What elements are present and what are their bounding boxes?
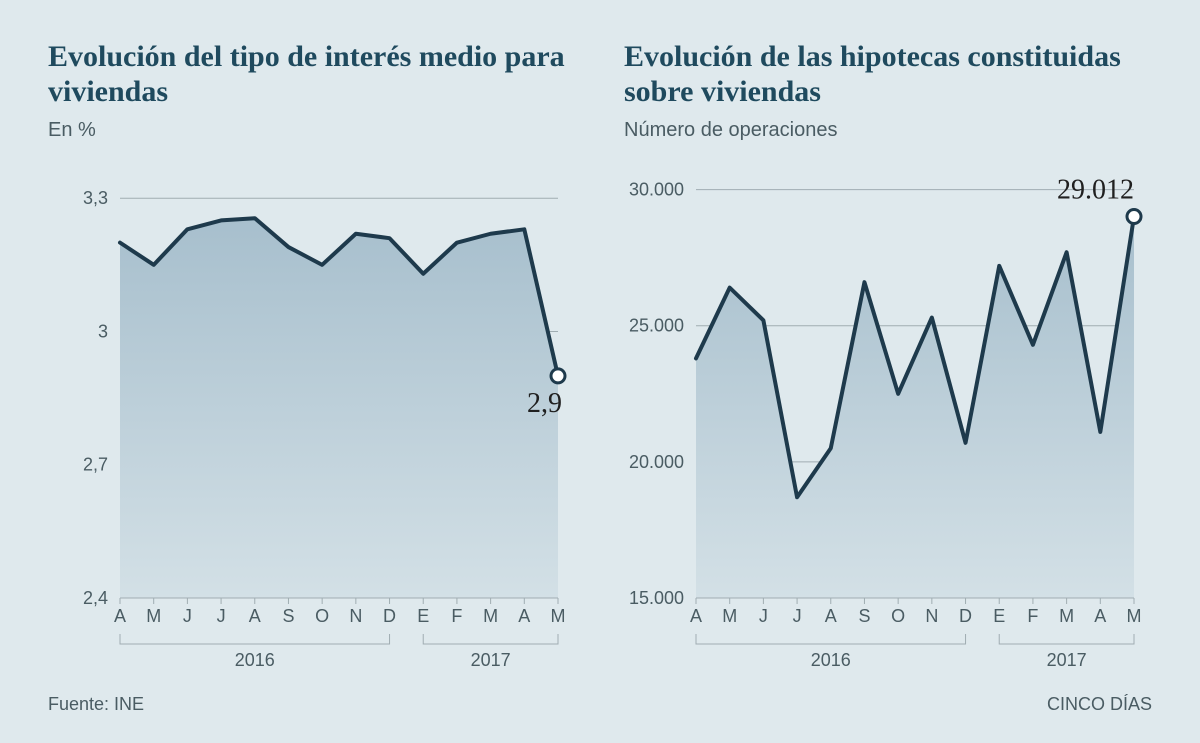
charts-row: Evolución del tipo de interés medio para… bbox=[48, 40, 1152, 676]
svg-text:A: A bbox=[825, 606, 837, 626]
svg-text:N: N bbox=[349, 606, 362, 626]
footer-source: Fuente: INE bbox=[48, 694, 144, 715]
svg-text:30.000: 30.000 bbox=[629, 180, 684, 200]
svg-text:2017: 2017 bbox=[1047, 650, 1087, 670]
svg-text:M: M bbox=[1127, 606, 1142, 626]
svg-text:A: A bbox=[690, 606, 702, 626]
svg-text:E: E bbox=[417, 606, 429, 626]
svg-text:J: J bbox=[793, 606, 802, 626]
footer-brand: CINCO DÍAS bbox=[1047, 694, 1152, 715]
svg-text:A: A bbox=[518, 606, 530, 626]
svg-text:2,7: 2,7 bbox=[83, 455, 108, 475]
svg-text:D: D bbox=[383, 606, 396, 626]
right-chart-title: Evolución de las hipotecas constituidas … bbox=[624, 40, 1152, 109]
svg-text:M: M bbox=[722, 606, 737, 626]
svg-text:J: J bbox=[217, 606, 226, 626]
right-chart-svg: 15.00020.00025.00030.000AMJJASONDEFMAM20… bbox=[624, 162, 1152, 676]
svg-text:29.012: 29.012 bbox=[1057, 175, 1134, 206]
svg-text:A: A bbox=[1094, 606, 1106, 626]
svg-text:25.000: 25.000 bbox=[629, 316, 684, 336]
svg-text:3: 3 bbox=[98, 321, 108, 341]
svg-text:F: F bbox=[451, 606, 462, 626]
svg-text:J: J bbox=[183, 606, 192, 626]
left-chart-panel: Evolución del tipo de interés medio para… bbox=[48, 40, 576, 676]
footer: Fuente: INE CINCO DÍAS bbox=[48, 694, 1152, 715]
left-chart-title: Evolución del tipo de interés medio para… bbox=[48, 40, 576, 109]
svg-text:N: N bbox=[925, 606, 938, 626]
svg-text:2016: 2016 bbox=[235, 650, 275, 670]
svg-text:S: S bbox=[282, 606, 294, 626]
svg-text:E: E bbox=[993, 606, 1005, 626]
svg-text:15.000: 15.000 bbox=[629, 588, 684, 608]
left-chart-svg: 2,42,733,3AMJJASONDEFMAM201620172,9 bbox=[48, 162, 576, 676]
right-chart-subtitle: Número de operaciones bbox=[624, 119, 1152, 142]
svg-text:M: M bbox=[551, 606, 566, 626]
svg-text:2016: 2016 bbox=[811, 650, 851, 670]
svg-text:J: J bbox=[759, 606, 768, 626]
svg-text:M: M bbox=[483, 606, 498, 626]
svg-text:F: F bbox=[1027, 606, 1038, 626]
svg-text:2,9: 2,9 bbox=[527, 388, 562, 419]
svg-text:O: O bbox=[315, 606, 329, 626]
svg-text:M: M bbox=[1059, 606, 1074, 626]
svg-text:3,3: 3,3 bbox=[83, 188, 108, 208]
svg-text:S: S bbox=[858, 606, 870, 626]
svg-text:D: D bbox=[959, 606, 972, 626]
right-plot: 15.00020.00025.00030.000AMJJASONDEFMAM20… bbox=[624, 162, 1152, 676]
right-chart-panel: Evolución de las hipotecas constituidas … bbox=[624, 40, 1152, 676]
svg-text:2,4: 2,4 bbox=[83, 588, 108, 608]
svg-text:A: A bbox=[114, 606, 126, 626]
svg-text:2017: 2017 bbox=[471, 650, 511, 670]
svg-text:O: O bbox=[891, 606, 905, 626]
left-chart-subtitle: En % bbox=[48, 119, 576, 142]
infographic-container: Evolución del tipo de interés medio para… bbox=[0, 0, 1200, 743]
svg-text:A: A bbox=[249, 606, 261, 626]
svg-text:M: M bbox=[146, 606, 161, 626]
left-plot: 2,42,733,3AMJJASONDEFMAM201620172,9 bbox=[48, 162, 576, 676]
svg-text:20.000: 20.000 bbox=[629, 452, 684, 472]
